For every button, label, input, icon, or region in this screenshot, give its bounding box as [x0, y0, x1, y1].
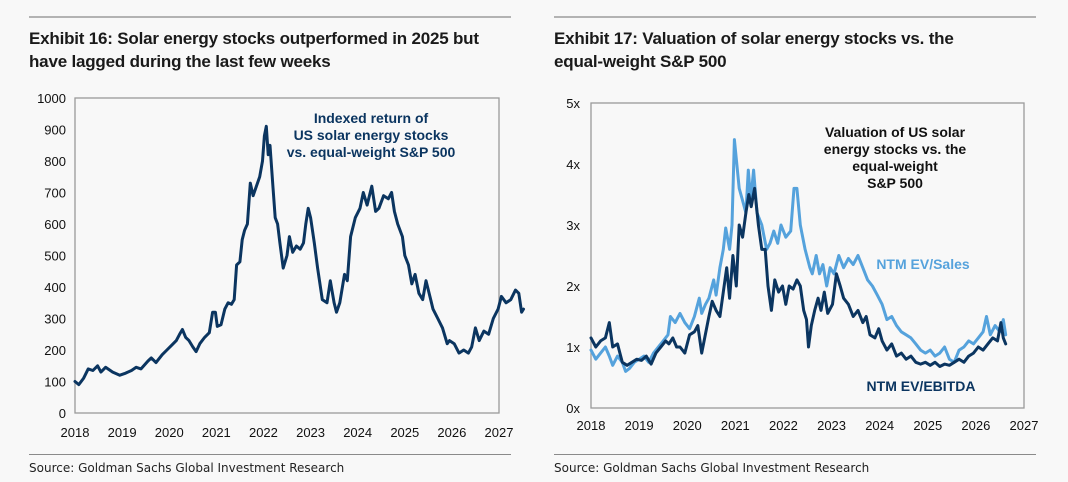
- x-tick-label: 2022: [249, 425, 278, 440]
- exhibit-16-title: Exhibit 16: Solar energy stocks outperfo…: [29, 27, 479, 73]
- y-tick-label: 1x: [566, 340, 580, 355]
- x-tick-label: 2020: [155, 425, 184, 440]
- y-tick-label: 900: [44, 123, 66, 138]
- x-tick-label: 2020: [673, 418, 702, 433]
- title-line-1: Exhibit 17: Valuation of solar energy st…: [554, 29, 954, 48]
- x-tick-label: 2021: [202, 425, 231, 440]
- exhibit-17-title: Exhibit 17: Valuation of solar energy st…: [554, 27, 954, 73]
- y-tick-label: 800: [44, 154, 66, 169]
- series-line-ntm-ev-sales: [589, 138, 1008, 373]
- x-tick-label: 2027: [1010, 418, 1039, 433]
- legend-label-ev-sales: NTM EV/Sales: [876, 256, 970, 272]
- y-tick-label: 500: [44, 249, 66, 264]
- y-tick-label: 300: [44, 312, 66, 327]
- x-tick-label: 2021: [721, 418, 750, 433]
- title-line-1: Exhibit 16: Solar energy stocks outperfo…: [29, 29, 479, 48]
- x-tick-label: 2018: [577, 418, 606, 433]
- chart-annotation-line: energy stocks vs. the: [824, 141, 967, 157]
- x-tick-label: 2024: [343, 425, 372, 440]
- series-line-indexed-return: [73, 124, 525, 387]
- series-line-ntm-ev-ebitda: [589, 186, 1008, 368]
- source-note: Source: Goldman Sachs Global Investment …: [29, 461, 345, 475]
- y-tick-label: 600: [44, 217, 66, 232]
- y-tick-label: 0: [59, 406, 66, 421]
- title-line-2: have lagged during the last few weeks: [29, 52, 331, 71]
- y-tick-label: 1000: [37, 91, 66, 106]
- x-tick-label: 2025: [913, 418, 942, 433]
- x-tick-label: 2019: [108, 425, 137, 440]
- y-tick-label: 100: [44, 375, 66, 390]
- source-note: Source: Goldman Sachs Global Investment …: [554, 461, 870, 475]
- x-tick-label: 2018: [61, 425, 90, 440]
- y-tick-label: 3x: [566, 218, 580, 233]
- bottom-rule: [29, 454, 511, 455]
- plot-frame: [590, 102, 1025, 409]
- title-line-2: equal-weight S&P 500: [554, 52, 727, 71]
- chart-annotation-line: S&P 500: [867, 175, 923, 191]
- y-tick-label: 4x: [566, 157, 580, 172]
- x-tick-label: 2019: [625, 418, 654, 433]
- y-tick-label: 200: [44, 343, 66, 358]
- legend-label-ev-ebitda: NTM EV/EBITDA: [867, 378, 976, 394]
- y-tick-label: 5x: [566, 96, 580, 111]
- x-tick-label: 2025: [390, 425, 419, 440]
- chart-annotation-line: equal-weight: [852, 158, 938, 174]
- chart-annotation-line: US solar energy stocks: [294, 127, 449, 143]
- x-tick-label: 2022: [769, 418, 798, 433]
- chart-annotation-line: Valuation of US solar: [825, 124, 966, 140]
- top-rule: [29, 16, 511, 18]
- exhibit-16-panel: Exhibit 16: Solar energy stocks outperfo…: [29, 16, 511, 475]
- x-tick-label: 2026: [437, 425, 466, 440]
- y-tick-label: 0x: [566, 401, 580, 416]
- x-tick-label: 2023: [296, 425, 325, 440]
- top-rule: [554, 16, 1036, 18]
- chart-annotation-line: vs. equal-weight S&P 500: [287, 144, 456, 160]
- bottom-rule: [554, 454, 1036, 455]
- y-tick-label: 400: [44, 280, 66, 295]
- x-tick-label: 2024: [865, 418, 894, 433]
- x-tick-label: 2026: [961, 418, 990, 433]
- exhibit-17-panel: Exhibit 17: Valuation of solar energy st…: [534, 0, 1068, 482]
- plot-frame: [74, 97, 500, 414]
- chart-annotation-line: Indexed return of: [314, 110, 429, 126]
- y-tick-label: 2x: [566, 279, 580, 294]
- x-tick-label: 2027: [485, 425, 514, 440]
- y-tick-label: 700: [44, 186, 66, 201]
- x-tick-label: 2023: [817, 418, 846, 433]
